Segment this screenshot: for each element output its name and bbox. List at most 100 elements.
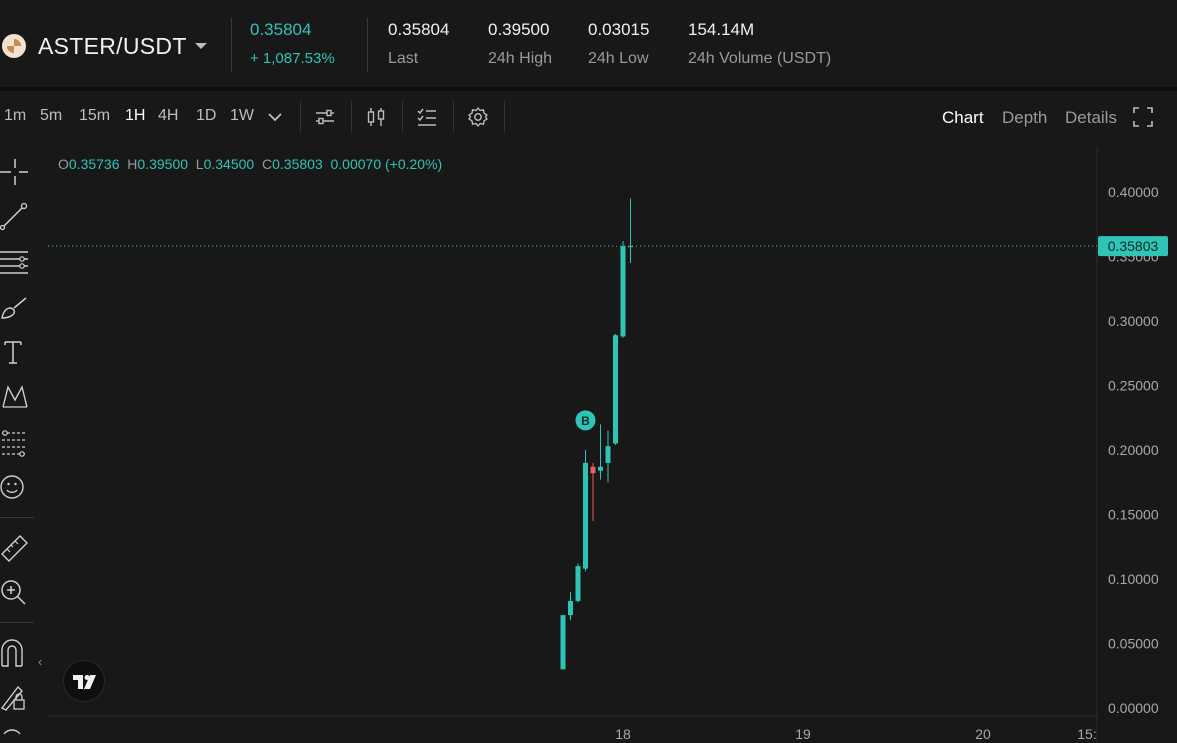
tools-divider [0,622,34,623]
stat-24h-low: 0.03015 24h Low [588,20,649,68]
tab-details[interactable]: Details [1065,108,1117,127]
toolbar-divider [351,101,352,133]
header-divider [367,18,368,72]
y-tick-label: 0.00000 [1108,700,1159,716]
ohlc-close-label: C [261,156,273,172]
stat-value: 0.39500 [488,20,550,39]
candle-body [568,600,573,616]
candle-body [605,446,611,463]
candle [590,462,596,521]
candle-body [620,246,626,337]
y-axis-ticks: 0.400000.350000.300000.250000.200000.150… [1108,184,1159,716]
candle [583,450,588,572]
lock-drawings-icon[interactable] [0,682,30,712]
stat-label: Last [388,50,419,67]
last-price: 0.35804 [250,20,312,39]
y-tick-label: 0.15000 [1108,507,1159,523]
fullscreen-icon[interactable] [1131,105,1155,129]
y-tick-label: 0.40000 [1108,184,1159,200]
timeframe-1w[interactable]: 1W [230,107,254,124]
candle [560,615,566,670]
x-tick-label: 20 [975,726,991,742]
aster-coin-icon [2,34,26,58]
timeframe-1m[interactable]: 1m [4,107,27,124]
candle-body [560,615,566,670]
gear-icon[interactable] [466,105,490,129]
x-tick-label: 18 [615,726,631,742]
candle [620,241,626,338]
toolbar-divider [504,101,505,133]
brush-icon[interactable] [0,292,30,322]
candle [598,424,603,480]
collapse-toolbar-chevron-icon[interactable]: ‹ [38,654,43,669]
candle-type-icon[interactable] [364,105,388,129]
candle [613,333,618,445]
timeframe-4h[interactable]: 4H [158,107,179,124]
stat-value: 0.35804 [388,20,450,39]
timeframe-more-chevron-icon[interactable] [263,105,287,129]
trash-icon[interactable] [0,726,30,743]
pair-selector[interactable]: ASTER/USDT [0,24,207,68]
smiley-icon[interactable] [0,472,30,502]
ohlc-open: 0.35736 [68,156,120,172]
stat-24h-volume: 154.14M 24h Volume (USDT) [688,20,831,68]
tradingview-logo[interactable] [63,660,105,702]
text-tool-icon[interactable] [0,337,30,367]
candle-body [583,462,588,569]
fib-retracement-icon[interactable] [0,427,30,457]
zoom-in-icon[interactable] [0,577,30,607]
ohlc-low-label: L [195,156,204,172]
ohlc-high: 0.39500 [137,156,189,172]
candle [575,563,581,603]
magnet-icon[interactable] [0,638,30,668]
y-tick-label: 0.10000 [1108,571,1159,587]
price-change: + 1,087.53% [250,50,335,67]
ruler-icon[interactable] [0,532,30,562]
candle [628,198,633,263]
candle [605,430,611,483]
crosshair-icon[interactable] [0,157,30,187]
x-tick-label: 15: [1077,726,1096,742]
chart-toolbar: 1m 5m 15m 1H 4H 1D 1W Chart Depth Detail… [0,97,1177,137]
candle [568,591,573,621]
candle-body [598,466,603,471]
tradingview-logo-icon [73,675,96,689]
y-tick-label: 0.05000 [1108,636,1159,652]
x-axis-ticks: 18 19 20 15: [615,726,1097,742]
candlestick-series [560,198,633,670]
timeframe-1d[interactable]: 1D [196,107,217,124]
tab-chart[interactable]: Chart [942,108,984,127]
trend-line-icon[interactable] [0,202,30,232]
y-tick-label: 0.25000 [1108,378,1159,394]
ohlc-high-label: H [127,156,138,172]
candle-body [575,566,581,601]
header-divider [231,18,232,72]
timeframe-15m[interactable]: 15m [79,107,111,124]
stat-label: 24h High [488,50,553,67]
buy-marker [575,410,596,431]
toolbar-divider [300,101,301,133]
pattern-tool-icon[interactable] [0,382,30,412]
x-tick-label: 19 [795,726,811,742]
tab-depth[interactable]: Depth [1002,108,1048,127]
stat-last: 0.35804 Last [388,20,449,68]
timeframe-5m[interactable]: 5m [40,107,63,124]
checklist-icon[interactable] [415,105,439,129]
timeframe-1h[interactable]: 1H [125,107,146,124]
candle-body [590,466,596,474]
header-divider-bar [0,87,1177,91]
ohlc-open-label: O [58,156,69,172]
horizontal-lines-icon[interactable] [0,247,30,277]
toolbar-divider [453,101,454,133]
y-tick-label: 0.20000 [1108,442,1159,458]
candle-body [613,335,618,444]
chart-overlay: 0.35803 B [48,236,1168,431]
ohlc-change: 0.00070 (+0.20%) [330,156,443,172]
last-price-label: 0.35803 [1108,238,1159,254]
ohlc-low: 0.34500 [203,156,255,172]
indicators-icon[interactable] [313,105,337,129]
y-tick-label: 0.30000 [1108,313,1159,329]
pair-name: ASTER/USDT [38,32,187,59]
tools-divider [0,517,34,518]
